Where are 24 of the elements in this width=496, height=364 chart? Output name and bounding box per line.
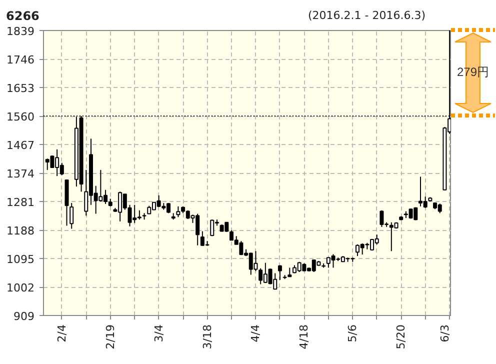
candlestick bbox=[278, 264, 282, 280]
chart-subtitle: (2016.2.1 - 2016.6.3) bbox=[308, 8, 426, 24]
x-tick-label: 5/6 bbox=[346, 324, 360, 342]
y-tick-label: 1467 bbox=[6, 139, 35, 152]
y-tick-label: 1560 bbox=[6, 110, 35, 124]
y-tick-label: 1374 bbox=[6, 168, 35, 180]
y-tick-label: 1188 bbox=[6, 224, 35, 238]
x-tick-label: 4/4 bbox=[249, 324, 262, 342]
x-tick-label: 2/4 bbox=[55, 324, 68, 342]
y-tick-label: 1002 bbox=[6, 282, 35, 294]
y-tick-label: 909 bbox=[14, 310, 35, 323]
y-tick-label: 1281 bbox=[6, 196, 35, 209]
x-tick-label: 4/18 bbox=[298, 324, 311, 350]
y-tick-label: 1095 bbox=[6, 253, 35, 266]
x-tick-label: 6/3 bbox=[438, 324, 452, 342]
y-tick-label: 1653 bbox=[6, 82, 35, 95]
y-tick-label: 1746 bbox=[6, 54, 35, 66]
chart-title: 6266 bbox=[6, 8, 40, 25]
x-tick-label: 5/20 bbox=[394, 324, 408, 350]
x-tick-label: 3/18 bbox=[200, 324, 214, 350]
y-tick-label: 1839 bbox=[6, 25, 35, 38]
x-tick-label: 2/19 bbox=[104, 324, 117, 350]
x-tick-label: 3/4 bbox=[152, 324, 166, 342]
candlestick bbox=[70, 202, 74, 230]
